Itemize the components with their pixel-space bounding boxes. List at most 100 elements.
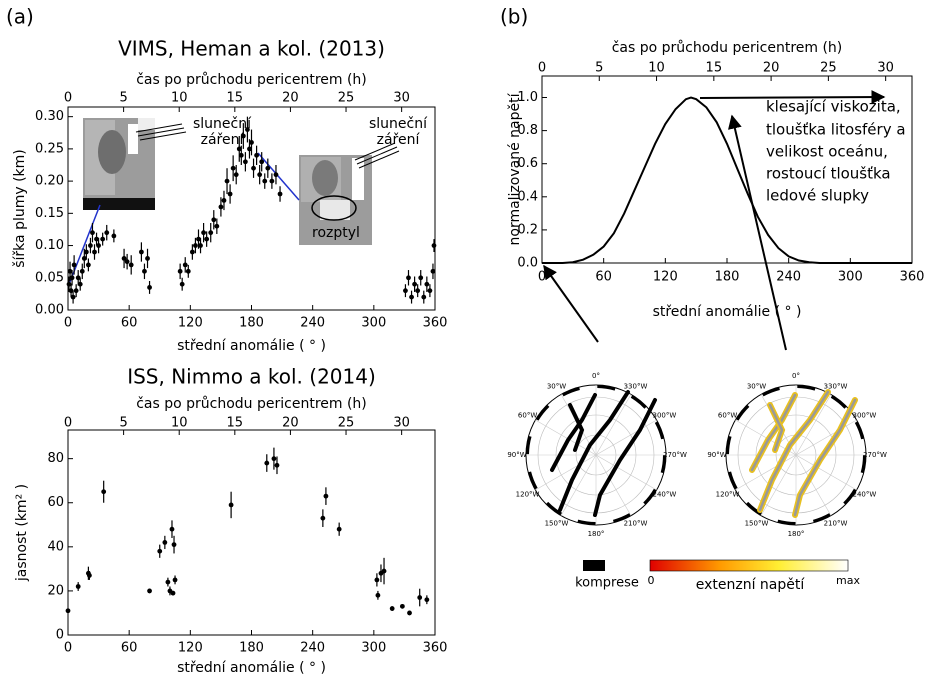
colorbar-min: 0 [648, 574, 655, 587]
data-point [245, 127, 250, 132]
data-point [406, 275, 411, 281]
data-point [75, 584, 81, 589]
y-tick-label: 0.30 [35, 109, 64, 124]
x-tick-label: 240 [300, 316, 325, 331]
compression-swatch [583, 560, 605, 571]
y-tick-label: 0.20 [35, 174, 64, 189]
x2-axis-label: čas po průchodu pericentrem (h) [612, 40, 843, 56]
data-point [65, 608, 71, 614]
map-label: 330°W [624, 383, 648, 391]
x-tick-label: 360 [900, 270, 925, 285]
y-tick-label: 0.8 [517, 123, 538, 138]
data-point [399, 603, 405, 609]
stripe [550, 393, 597, 472]
y-tick-label: 0.2 [517, 222, 538, 237]
x2-tick-label: 5 [119, 91, 127, 106]
data-point [70, 294, 76, 300]
data-point [145, 256, 150, 261]
data-point [111, 233, 117, 239]
map-grid [760, 394, 832, 516]
data-point [165, 579, 171, 585]
data-point [323, 493, 329, 499]
data-point [177, 268, 183, 274]
data-point [66, 281, 72, 287]
data-point [417, 595, 423, 600]
data-point [121, 256, 127, 261]
map-label: 60°W [718, 412, 737, 420]
map-label: 240°W [653, 491, 677, 499]
x2-tick-label: 30 [393, 416, 410, 431]
data-point [277, 191, 283, 197]
map-label: 210°W [624, 519, 648, 527]
data-point [73, 288, 79, 294]
data-point [238, 152, 244, 158]
data-point [259, 159, 265, 165]
data-point [242, 159, 248, 165]
stripe [768, 403, 784, 452]
data-point [424, 597, 430, 603]
x2-tick-label: 15 [706, 61, 723, 76]
x2-tick-label: 15 [227, 91, 244, 106]
map-label: 150°W [545, 519, 569, 527]
data-point [211, 217, 217, 223]
map-label: 270°W [663, 451, 687, 459]
x2-tick-label: 30 [393, 91, 410, 106]
data-point [254, 152, 259, 158]
y-tick-label: 60 [47, 495, 64, 510]
x-tick-label: 240 [776, 270, 801, 285]
stripe [750, 393, 797, 472]
map-label: 300°W [653, 412, 677, 420]
map-label: 180° [788, 530, 805, 538]
data-point [274, 462, 280, 468]
inset-image [257, 142, 400, 245]
inset-image [67, 118, 187, 288]
y-tick-label: 0.15 [35, 206, 64, 221]
x-tick-label: 60 [121, 316, 138, 331]
x2-tick-label: 15 [227, 416, 244, 431]
data-point [169, 526, 175, 532]
x-tick-label: 0 [538, 270, 546, 285]
data-point [264, 460, 270, 466]
y-tick-label: 0.00 [35, 303, 64, 318]
map-label: 210°W [824, 519, 848, 527]
x-tick-label: 300 [838, 270, 863, 285]
data-point [412, 281, 418, 287]
data-point [71, 262, 77, 268]
annotation: velikost oceánu, [766, 143, 888, 161]
y-tick-label: 0 [56, 628, 64, 643]
x2-tick-label: 25 [338, 416, 355, 431]
x-tick-label: 0 [64, 316, 72, 331]
data-point [182, 262, 188, 268]
data-point [171, 542, 177, 548]
data-point [214, 223, 220, 229]
data-point [172, 577, 178, 583]
x2-tick-label: 20 [763, 61, 780, 76]
map-grid [560, 394, 632, 516]
x-tick-label: 0 [64, 641, 72, 656]
data-point [100, 236, 106, 242]
data-point [77, 281, 83, 287]
x-tick-label: 120 [178, 316, 203, 331]
data-point [381, 568, 387, 574]
x-axis-label: střední anomálie ( ° ) [653, 304, 802, 320]
data-point [92, 249, 97, 255]
data-point [249, 140, 254, 145]
chart-title: VIMS, Heman a kol. (2013) [118, 37, 385, 61]
data-point [262, 178, 268, 184]
x-tick-label: 180 [239, 641, 264, 656]
panel-label: (a) [6, 5, 34, 29]
stripe [568, 403, 585, 452]
x2-axis-label: čas po průchodu pericentrem (h) [136, 72, 367, 88]
x2-tick-label: 0 [538, 61, 546, 76]
data-point [415, 288, 421, 294]
map-label: 60°W [518, 412, 537, 420]
annotation: tloušťka litosféry a [766, 121, 906, 139]
x2-tick-label: 10 [171, 91, 188, 106]
map-label: 90°W [507, 451, 526, 459]
data-point [236, 146, 242, 152]
data-point [273, 172, 279, 178]
stripe [793, 398, 857, 517]
y-tick-label: 1.0 [517, 90, 538, 105]
data-point [204, 236, 210, 242]
y-axis-label: šířka plumy (km) [12, 149, 28, 268]
